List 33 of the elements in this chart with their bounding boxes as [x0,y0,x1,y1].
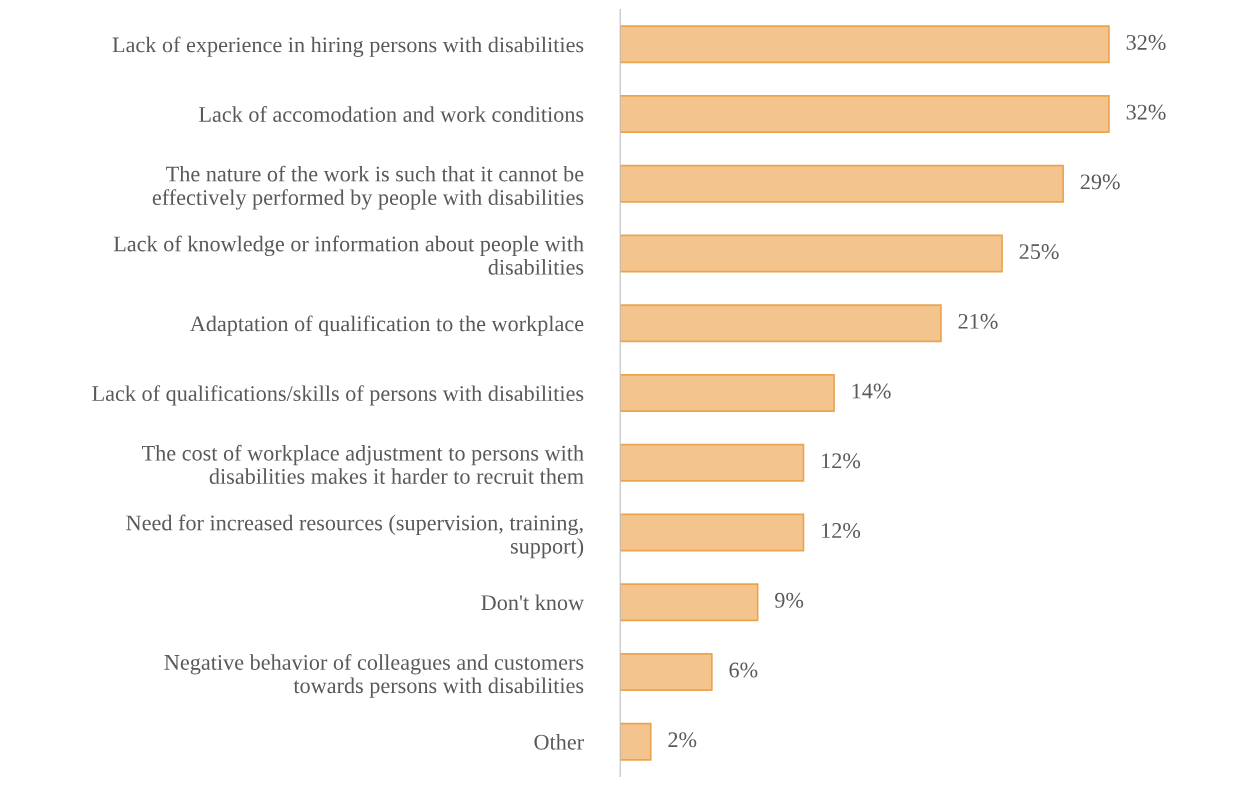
data-label: 14% [852,383,891,399]
y-tick-label: Lack of knowledge or information about people with disabilities [113,235,584,275]
data-label: 12% [822,453,861,469]
data-label: 25% [1019,244,1059,260]
bar [620,513,805,552]
bar [620,95,1110,134]
bar [620,374,835,412]
y-tick-label: Negative behavior of colleagues and customers towards persons with disabilities [164,654,584,698]
y-tick-label: Other [534,733,584,750]
bar [620,234,1003,273]
y-tick-label: The nature of the work is such that it cannot be effectively performed by people with disabilities [152,165,584,210]
data-label: 12% [822,523,861,539]
data-label: 32% [1126,34,1166,50]
data-label: 2% [668,732,697,748]
y-tick-label: Need for increased resources (supervision, training, support) [126,514,584,559]
bar [620,583,759,622]
bar [620,25,1110,64]
bar [620,722,652,761]
data-label: 29% [1080,174,1120,190]
y-tick-label: Lack of accomodation and work conditions [199,106,584,122]
y-tick-label: Don't know [481,594,584,611]
bar [620,304,942,343]
y-tick-label: Lack of experience in hiring persons with disabilities [112,36,584,57]
y-tick-label: Lack of qualifications/skills of persons with disabilities [92,385,584,406]
data-label: 32% [1126,104,1166,120]
y-tick-label: Adaptation of qualification to the workplace [189,315,584,336]
bar [620,443,805,482]
y-tick-label: The cost of workplace adjustment to persons with disabilities makes it harder to recruit them [141,444,584,484]
data-label: 9% [775,592,804,608]
data-label: 21% [958,313,998,329]
bar [620,652,713,691]
data-label: 6% [729,662,758,678]
bar [620,164,1064,203]
